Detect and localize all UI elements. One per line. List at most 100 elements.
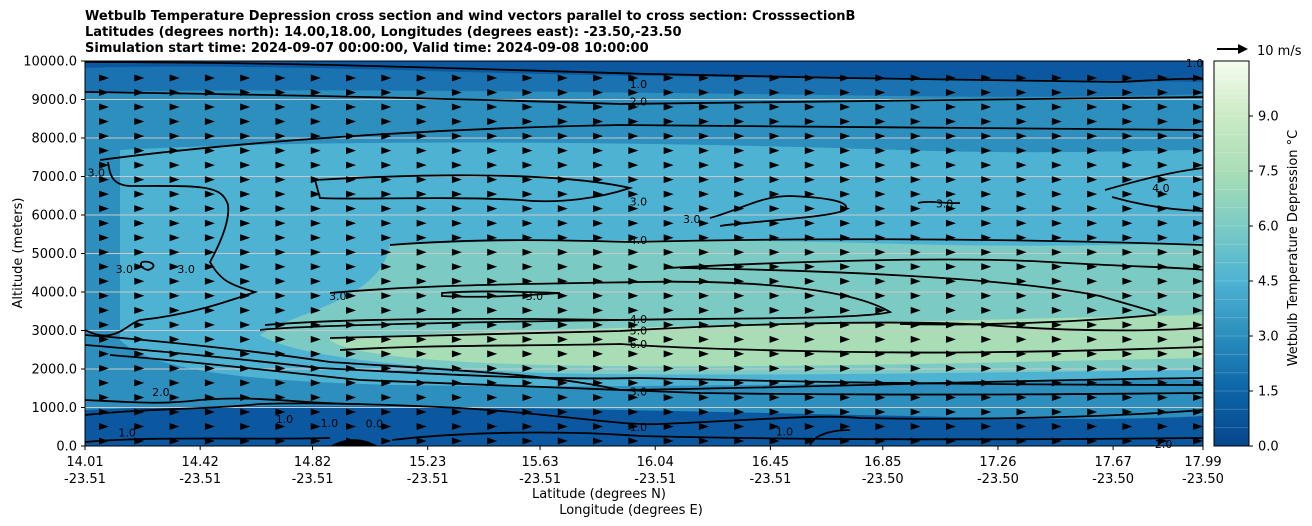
wind-vector	[169, 364, 180, 372]
wind-vector	[1122, 205, 1133, 213]
wind-vector	[134, 74, 145, 82]
wind-vector	[134, 118, 145, 126]
wind-vector	[487, 350, 498, 358]
wind-vector	[804, 335, 815, 343]
contour-label: 2.0	[1155, 438, 1173, 451]
wind-vector	[698, 89, 709, 97]
wind-vector	[698, 248, 709, 256]
wind-vector	[840, 74, 851, 82]
wind-vector	[169, 234, 180, 242]
wind-vector	[804, 89, 815, 97]
wind-vector	[804, 364, 815, 372]
wind-vector	[910, 364, 921, 372]
wind-vector	[381, 248, 392, 256]
wind-vector	[99, 350, 109, 358]
wind-vector	[557, 103, 568, 111]
x-tick-label-lat: 17.67	[1095, 455, 1132, 470]
wind-vector	[698, 161, 709, 169]
wind-vector	[1122, 190, 1133, 198]
wind-vector	[134, 350, 145, 358]
wind-vector	[134, 437, 145, 445]
wind-vector	[134, 147, 145, 155]
wind-vector	[875, 321, 886, 329]
wind-vector	[593, 132, 604, 140]
wind-vector	[981, 292, 992, 300]
wind-vector	[381, 205, 392, 213]
wind-vector	[1193, 118, 1203, 126]
wind-vector	[769, 408, 780, 416]
wind-vector	[204, 335, 215, 343]
wind-vector	[875, 103, 886, 111]
wind-vector	[451, 379, 462, 387]
wind-vector	[945, 103, 956, 111]
wind-vector	[1087, 335, 1098, 343]
wind-vector	[99, 263, 109, 271]
wind-vector	[1193, 176, 1203, 184]
wind-vector	[416, 263, 427, 271]
wind-vector	[1016, 379, 1027, 387]
wind-vector	[1193, 89, 1203, 97]
wind-vector	[310, 408, 321, 416]
wind-vector	[1157, 190, 1168, 198]
wind-vector	[734, 379, 745, 387]
wind-vector	[381, 321, 392, 329]
wind-vector	[416, 234, 427, 242]
wind-vector	[451, 263, 462, 271]
wind-vector	[698, 74, 709, 82]
wind-vector	[169, 350, 180, 358]
wind-vector	[240, 89, 251, 97]
wind-vector	[487, 292, 498, 300]
wind-vector	[734, 234, 745, 242]
contour-line	[85, 344, 1203, 386]
contour-line	[441, 290, 561, 298]
wind-vector	[522, 408, 533, 416]
wind-vector	[1016, 248, 1027, 256]
wind-vector	[1193, 437, 1203, 445]
wind-vector	[557, 263, 568, 271]
wind-vector	[451, 292, 462, 300]
wind-vector	[840, 277, 851, 285]
wind-vector	[981, 321, 992, 329]
wind-vector	[381, 379, 392, 387]
wind-vector	[769, 379, 780, 387]
wind-vector	[557, 147, 568, 155]
wind-vector	[1051, 408, 1062, 416]
wind-vector	[840, 248, 851, 256]
wind-vector	[1193, 321, 1203, 329]
contour-line	[85, 397, 361, 405]
wind-vector	[628, 408, 639, 416]
wind-vector	[945, 147, 956, 155]
wind-vector	[628, 263, 639, 271]
wind-vector	[381, 234, 392, 242]
wind-vector	[522, 234, 533, 242]
wind-vector	[416, 176, 427, 184]
x-tick-label-lon: -23.51	[407, 472, 449, 487]
wind-vector	[416, 205, 427, 213]
wind-vector	[275, 248, 286, 256]
wind-vector	[522, 277, 533, 285]
wind-vector	[593, 379, 604, 387]
wind-vector	[275, 437, 286, 445]
wind-vector	[769, 263, 780, 271]
wind-vector	[663, 74, 674, 82]
contour-label: 1.0	[630, 421, 648, 434]
wind-vector	[698, 147, 709, 155]
wind-vector	[981, 379, 992, 387]
wind-vector	[945, 248, 956, 256]
wind-vector	[1087, 161, 1098, 169]
wind-vector	[557, 292, 568, 300]
wind-vector	[769, 321, 780, 329]
wind-vector	[169, 422, 180, 430]
wind-vector	[593, 74, 604, 82]
wind-vector	[628, 147, 639, 155]
wind-vector	[275, 408, 286, 416]
wind-vector	[663, 335, 674, 343]
wind-vector	[663, 161, 674, 169]
wind-vector	[99, 306, 109, 314]
wind-vector	[487, 132, 498, 140]
wind-vector	[663, 379, 674, 387]
wind-vector	[981, 248, 992, 256]
wind-vector	[628, 176, 639, 184]
wind-vector	[310, 190, 321, 198]
wind-vector	[346, 437, 357, 445]
